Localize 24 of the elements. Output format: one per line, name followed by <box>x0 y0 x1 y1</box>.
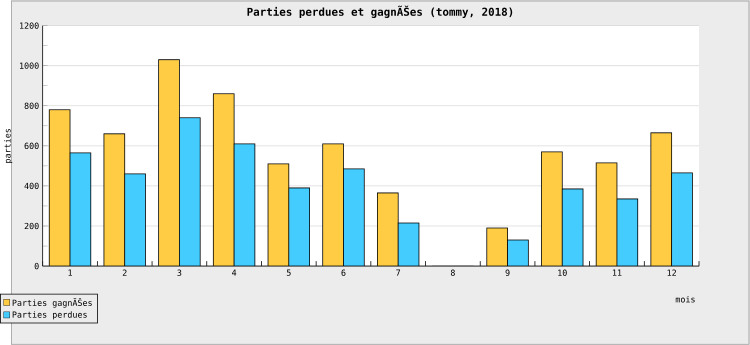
chart-title: Parties perdues et gagnÃŠes (tommy, 2018) <box>248 6 512 18</box>
y-tick-label: 200 <box>24 222 39 230</box>
x-tick-label: 12 <box>668 270 676 276</box>
y-tick-label: 1200 <box>20 22 39 29</box>
x-tick-label: 5 <box>286 270 291 276</box>
x-tick-label: 4 <box>232 270 236 276</box>
x-tick-label: 3 <box>177 270 182 276</box>
x-axis-title: mois <box>676 296 695 303</box>
x-tick-label: 2 <box>122 270 127 276</box>
legend-label: Parties gagnÃŠes <box>12 298 92 308</box>
x-tick-label: 10 <box>558 270 567 276</box>
x-tick-label: 11 <box>612 270 622 276</box>
y-axis-title: parties <box>4 129 12 163</box>
x-tick-label: 9 <box>506 270 510 276</box>
y-tick-label: 400 <box>24 182 39 190</box>
y-tick-label: 600 <box>24 142 39 150</box>
x-tick-label: 7 <box>396 270 400 276</box>
y-tick-label: 0 <box>34 262 39 270</box>
x-tick-label: 6 <box>342 270 346 276</box>
legend-label: Parties perdues <box>12 311 87 320</box>
y-tick-label: 800 <box>24 102 39 109</box>
x-tick-label: 1 <box>68 270 72 276</box>
y-tick-label: 1000 <box>20 62 39 69</box>
x-tick-label: 8 <box>450 270 455 276</box>
